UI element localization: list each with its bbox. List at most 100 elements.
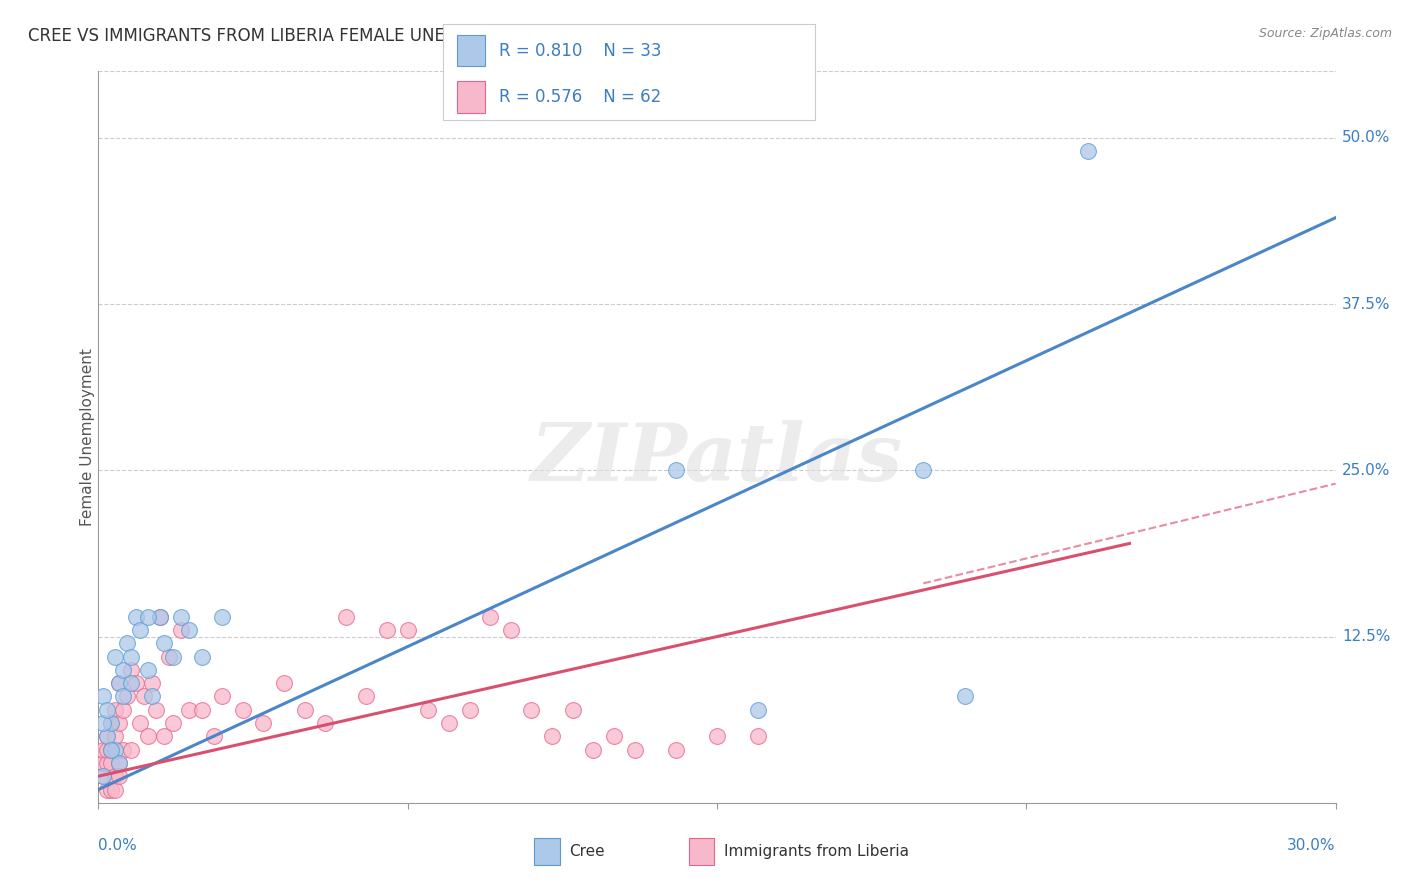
- Point: [603, 729, 626, 743]
- Point: [202, 729, 225, 743]
- Text: CREE VS IMMIGRANTS FROM LIBERIA FEMALE UNEMPLOYMENT CORRELATION CHART: CREE VS IMMIGRANTS FROM LIBERIA FEMALE U…: [28, 27, 733, 45]
- Point: [91, 716, 114, 731]
- Point: [136, 729, 159, 743]
- Y-axis label: Female Unemployment: Female Unemployment: [80, 348, 94, 526]
- Point: [190, 703, 212, 717]
- Point: [104, 649, 127, 664]
- Text: R = 0.810    N = 33: R = 0.810 N = 33: [499, 42, 662, 60]
- Point: [314, 716, 336, 731]
- Point: [96, 703, 118, 717]
- Point: [170, 609, 193, 624]
- Point: [665, 742, 688, 756]
- Point: [273, 676, 295, 690]
- Text: ZIPatlas: ZIPatlas: [531, 420, 903, 498]
- Point: [141, 690, 163, 704]
- Point: [108, 769, 131, 783]
- Point: [375, 623, 398, 637]
- Point: [96, 729, 118, 743]
- Point: [157, 649, 180, 664]
- Point: [100, 742, 122, 756]
- Point: [136, 609, 159, 624]
- Point: [108, 716, 131, 731]
- Point: [953, 690, 976, 704]
- Text: 12.5%: 12.5%: [1341, 629, 1391, 644]
- Point: [437, 716, 460, 731]
- Point: [747, 729, 769, 743]
- Point: [120, 742, 142, 756]
- Point: [108, 756, 131, 770]
- Point: [582, 742, 605, 756]
- Point: [96, 742, 118, 756]
- Point: [91, 769, 114, 783]
- Point: [100, 782, 122, 797]
- Point: [145, 703, 167, 717]
- Point: [623, 742, 645, 756]
- Point: [120, 676, 142, 690]
- Text: 0.0%: 0.0%: [98, 838, 138, 853]
- Point: [120, 663, 142, 677]
- Point: [100, 742, 122, 756]
- Point: [128, 623, 150, 637]
- Point: [252, 716, 274, 731]
- Point: [124, 676, 146, 690]
- Point: [132, 690, 155, 704]
- Point: [211, 609, 233, 624]
- Point: [747, 703, 769, 717]
- Point: [665, 463, 688, 477]
- Point: [104, 782, 127, 797]
- Point: [124, 609, 146, 624]
- Point: [120, 649, 142, 664]
- Point: [190, 649, 212, 664]
- Point: [479, 609, 502, 624]
- Point: [100, 716, 122, 731]
- Text: R = 0.576    N = 62: R = 0.576 N = 62: [499, 88, 661, 106]
- Point: [170, 623, 193, 637]
- Point: [912, 463, 935, 477]
- Text: 30.0%: 30.0%: [1288, 838, 1336, 853]
- Point: [153, 729, 176, 743]
- Point: [458, 703, 481, 717]
- Point: [136, 663, 159, 677]
- Point: [162, 649, 184, 664]
- Point: [96, 729, 118, 743]
- Point: [117, 690, 139, 704]
- Point: [294, 703, 316, 717]
- Point: [1077, 144, 1099, 158]
- Point: [91, 756, 114, 770]
- Point: [91, 742, 114, 756]
- Point: [91, 769, 114, 783]
- Point: [100, 756, 122, 770]
- Text: Source: ZipAtlas.com: Source: ZipAtlas.com: [1258, 27, 1392, 40]
- Point: [108, 676, 131, 690]
- Point: [112, 663, 135, 677]
- Point: [112, 703, 135, 717]
- Text: Immigrants from Liberia: Immigrants from Liberia: [724, 845, 910, 859]
- Point: [104, 703, 127, 717]
- Point: [153, 636, 176, 650]
- Point: [418, 703, 440, 717]
- Point: [356, 690, 378, 704]
- Point: [149, 609, 172, 624]
- Text: 50.0%: 50.0%: [1341, 130, 1391, 145]
- Point: [232, 703, 254, 717]
- Point: [162, 716, 184, 731]
- Point: [117, 636, 139, 650]
- Point: [96, 782, 118, 797]
- Point: [561, 703, 583, 717]
- Point: [396, 623, 419, 637]
- Point: [541, 729, 564, 743]
- Point: [520, 703, 543, 717]
- Point: [179, 623, 201, 637]
- Point: [141, 676, 163, 690]
- Text: 37.5%: 37.5%: [1341, 297, 1391, 311]
- Text: Cree: Cree: [569, 845, 605, 859]
- Point: [211, 690, 233, 704]
- Point: [104, 769, 127, 783]
- Point: [108, 756, 131, 770]
- Point: [499, 623, 522, 637]
- Point: [96, 756, 118, 770]
- Point: [706, 729, 728, 743]
- Point: [335, 609, 357, 624]
- Text: 25.0%: 25.0%: [1341, 463, 1391, 478]
- Point: [100, 716, 122, 731]
